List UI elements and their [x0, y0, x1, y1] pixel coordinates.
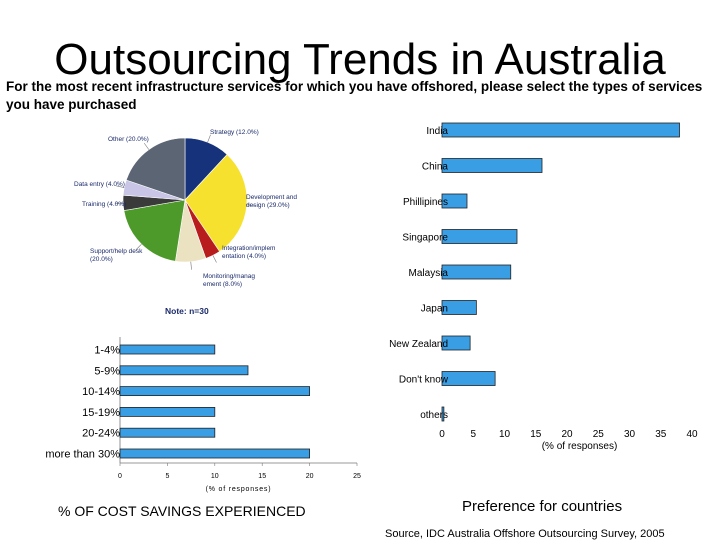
country-label: India [426, 126, 448, 137]
country-bar [441, 158, 543, 173]
pie-slice-label: Training (4.0%) [82, 201, 126, 208]
country-bar [441, 406, 445, 422]
country-label: others [420, 410, 448, 421]
country-bar [441, 300, 477, 315]
x-tick-label: 15 [530, 429, 542, 440]
savings-bar [119, 448, 311, 459]
country-label: Japan [421, 304, 448, 315]
savings-bar [119, 344, 216, 355]
cost-savings-chart: 1-4% 5-9% 10-14% 15-19% 20-24% more than 30% 0… [45, 337, 361, 493]
pie-slice-label: Integration/implem entation (4.0%) [222, 245, 275, 260]
pie-leader-line [246, 204, 255, 206]
x-tick-label: 20 [306, 473, 314, 480]
x-tick-label: 35 [655, 429, 667, 440]
country-label: Phillipines [403, 197, 448, 208]
x-tick-label: 0 [118, 473, 122, 480]
x-tick-label: 25 [593, 429, 605, 440]
x-axis-label: (% of responses) [206, 486, 272, 493]
pie-leader-line [116, 185, 125, 188]
country-bar [441, 229, 518, 244]
source-note: Source, IDC Australia Offshore Outsourci… [385, 528, 665, 540]
pie-slice-label: Strategy (12.0%) [210, 129, 259, 136]
slide-title: Outsourcing Trends in Australia [54, 35, 666, 84]
x-tick-label: 10 [211, 473, 219, 480]
country-label: Don't know [399, 375, 449, 386]
country-label: China [422, 162, 449, 173]
savings-category-label: 5-9% [94, 365, 120, 377]
x-tick-label: 25 [353, 473, 361, 480]
x-tick-label: 5 [165, 473, 169, 480]
pie-slice-label: Support/help desk (20.0%) [90, 248, 143, 263]
country-preference-chart: India China Phillipines Singapore Malaysia Ja… [389, 122, 698, 452]
pie-slice-label: Other (20.0%) [108, 136, 149, 143]
country-label: Malaysia [409, 268, 449, 279]
pie-leader-line [135, 243, 142, 251]
savings-bar [119, 365, 249, 376]
country-chart-caption: Preference for countries [462, 498, 623, 515]
country-bar [441, 371, 496, 386]
country-bar [441, 335, 471, 351]
x-tick-label: 0 [439, 429, 445, 440]
pie-slice-label: Development and design (29.0%) [246, 194, 297, 209]
pie-leader-line [212, 255, 217, 263]
savings-category-label: more than 30% [45, 449, 120, 461]
x-tick-label: 40 [686, 429, 698, 440]
savings-category-label: 20-24% [82, 428, 120, 440]
pie-leader-line [143, 142, 150, 150]
survey-question: For the most recent infrastructure servi… [6, 79, 703, 112]
x-axis-label: (% of responses) [542, 441, 618, 452]
savings-category-label: 1-4% [94, 345, 120, 357]
pie-slice-label: Monitoring/manag ement (8.0%) [203, 273, 255, 288]
savings-chart-caption: % OF COST SAVINGS EXPERIENCED [58, 503, 306, 519]
savings-category-label: 15-19% [82, 407, 120, 419]
x-tick-label: 5 [470, 429, 476, 440]
x-tick-label: 20 [561, 429, 573, 440]
country-bar [441, 122, 680, 138]
savings-bar [119, 407, 216, 417]
savings-bar [119, 386, 311, 396]
country-label: New Zealand [389, 339, 448, 350]
savings-bar [119, 427, 216, 438]
pie-slice-label: Data entry (4.0%) [74, 181, 125, 188]
savings-category-label: 10-14% [82, 386, 120, 398]
services-pie-chart: Strategy (12.0%) Development and design (2… [74, 129, 297, 316]
pie-leader-line [207, 134, 211, 143]
x-tick-label: 10 [499, 429, 511, 440]
x-tick-label: 15 [258, 473, 266, 480]
country-label: Singapore [402, 233, 448, 244]
pie-note: Note: n=30 [165, 306, 209, 316]
pie-slice [184, 154, 248, 252]
pie-leader-line [190, 261, 192, 270]
country-bar [441, 264, 512, 280]
x-tick-label: 30 [624, 429, 636, 440]
country-bar [441, 193, 468, 209]
